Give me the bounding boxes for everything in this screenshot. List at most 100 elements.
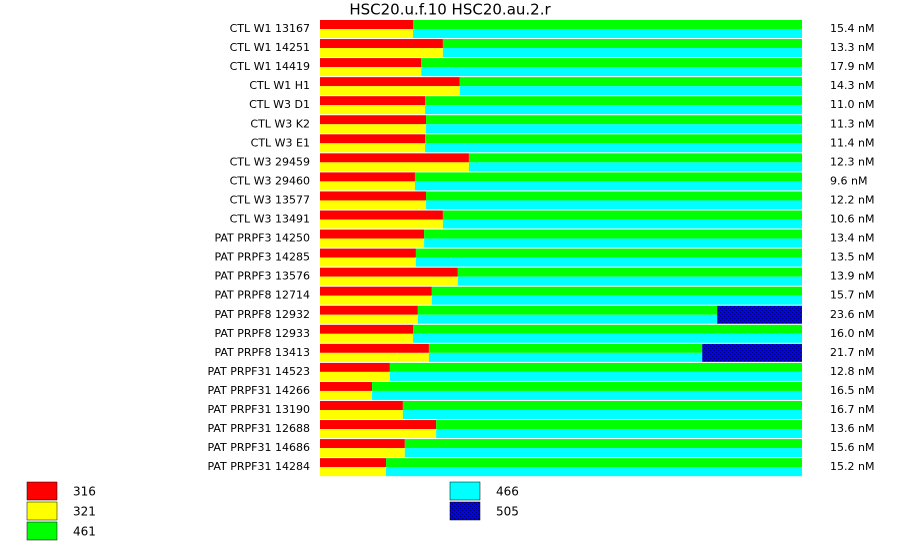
row-value-label: 13.4 nM	[830, 232, 874, 245]
legend-label: 321	[73, 505, 96, 519]
bar-segment	[320, 333, 414, 343]
bar-segment	[468, 162, 802, 172]
row-label: PAT PRPF3 14285	[214, 251, 310, 264]
row-value-label: 14.3 nM	[830, 79, 874, 92]
bar-segment	[320, 257, 416, 267]
bar-segment	[442, 39, 802, 49]
row-label: PAT PRPF8 12714	[214, 289, 310, 302]
bar-segment	[413, 324, 802, 334]
bar-segment	[468, 153, 802, 163]
bar-segment	[320, 371, 390, 381]
row-label: CTL W3 D1	[249, 98, 310, 111]
bar-segment	[431, 295, 802, 305]
bar-segment	[428, 352, 703, 362]
bar-segment	[320, 67, 422, 77]
row-label: PAT PRPF31 13190	[207, 403, 310, 416]
legend-swatch	[26, 501, 58, 521]
row-label: PAT PRPF3 14250	[214, 232, 310, 245]
row-value-label: 9.6 nM	[830, 174, 867, 187]
row-value-label: 15.2 nM	[830, 460, 874, 473]
bar-segment	[413, 29, 802, 38]
bar-segment	[320, 286, 432, 296]
bar-segment	[320, 229, 425, 239]
bar-segment	[320, 48, 443, 58]
bar-segment	[320, 162, 469, 172]
bar-segment	[320, 191, 427, 201]
bar-segment	[436, 429, 802, 439]
bar-segment	[425, 96, 802, 106]
bar-segment	[372, 390, 802, 400]
bar-segment	[320, 352, 429, 362]
row-value-label: 16.0 nM	[830, 327, 874, 340]
bar-segment	[320, 115, 427, 125]
legend-swatch	[449, 481, 481, 501]
bar-segment	[404, 439, 802, 449]
bar-segment	[386, 467, 802, 477]
row-value-label: 13.9 nM	[830, 270, 874, 283]
legend-label: 466	[496, 485, 519, 499]
row-value-label: 16.7 nM	[830, 403, 874, 416]
bar-segment	[442, 219, 802, 229]
row-label: PAT PRPF31 14523	[207, 365, 310, 378]
legend-swatch	[449, 501, 481, 521]
bar-segment	[320, 181, 415, 191]
bar-segment	[417, 305, 718, 315]
legend-label: 316	[73, 485, 96, 499]
bar-segment	[421, 58, 802, 68]
bar-segment	[320, 295, 432, 305]
bar-segment	[436, 420, 802, 430]
bar-segment	[320, 143, 426, 153]
bar-segment	[320, 20, 414, 29]
row-label: CTL W3 13577	[230, 193, 310, 206]
bar-segment	[426, 124, 802, 134]
bar-segment	[320, 172, 415, 182]
row-value-label: 12.2 nM	[830, 193, 874, 206]
row-value-label: 11.0 nM	[830, 98, 874, 111]
bar-segment	[320, 39, 443, 49]
bar-segment	[459, 86, 802, 96]
bar-segment	[320, 305, 418, 315]
bar-segment	[431, 286, 802, 296]
bar-segment	[320, 448, 405, 458]
bar-segment	[459, 77, 802, 87]
row-label: PAT PRPF8 13413	[214, 346, 310, 359]
legend-label: 461	[73, 525, 96, 539]
bar-segment	[415, 248, 802, 258]
bar-segment	[320, 58, 422, 68]
bar-segment	[426, 200, 802, 210]
bar-segment	[457, 267, 802, 277]
row-label: CTL W1 14251	[230, 41, 310, 54]
row-value-label: 13.3 nM	[830, 41, 874, 54]
bar-segment	[442, 48, 802, 58]
bar-segment	[414, 172, 802, 182]
bar-segment	[717, 305, 802, 324]
chart-title: HSC20.u.f.10 HSC20.au.2.r	[349, 1, 551, 19]
row-value-label: 13.5 nM	[830, 251, 874, 264]
row-label: PAT PRPF8 12933	[214, 327, 310, 340]
bar-segment	[320, 343, 429, 353]
bar-segment	[320, 390, 373, 400]
bar-segment	[320, 86, 460, 96]
bar-segment	[425, 143, 802, 153]
bar-segment	[389, 362, 802, 372]
bar-segment	[320, 267, 458, 277]
bar-segment	[402, 401, 802, 410]
bar-segment	[402, 410, 802, 419]
row-label: CTL W1 14419	[230, 60, 310, 73]
row-value-label: 12.3 nM	[830, 155, 874, 168]
bar-segment	[320, 105, 426, 115]
bar-segment	[320, 439, 405, 449]
bar-segment	[415, 257, 802, 267]
row-label: CTL W1 H1	[249, 79, 310, 92]
bar-segment	[425, 134, 802, 144]
row-label: PAT PRPF8 12932	[214, 308, 310, 321]
row-value-label: 12.8 nM	[830, 365, 874, 378]
bar-segment	[372, 381, 802, 391]
bar-segment	[320, 429, 437, 439]
row-value-label: 21.7 nM	[830, 346, 874, 359]
row-value-label: 13.6 nM	[830, 422, 874, 435]
bar-segment	[320, 124, 427, 134]
row-value-label: 17.9 nM	[830, 60, 874, 73]
bar-segment	[424, 229, 802, 239]
